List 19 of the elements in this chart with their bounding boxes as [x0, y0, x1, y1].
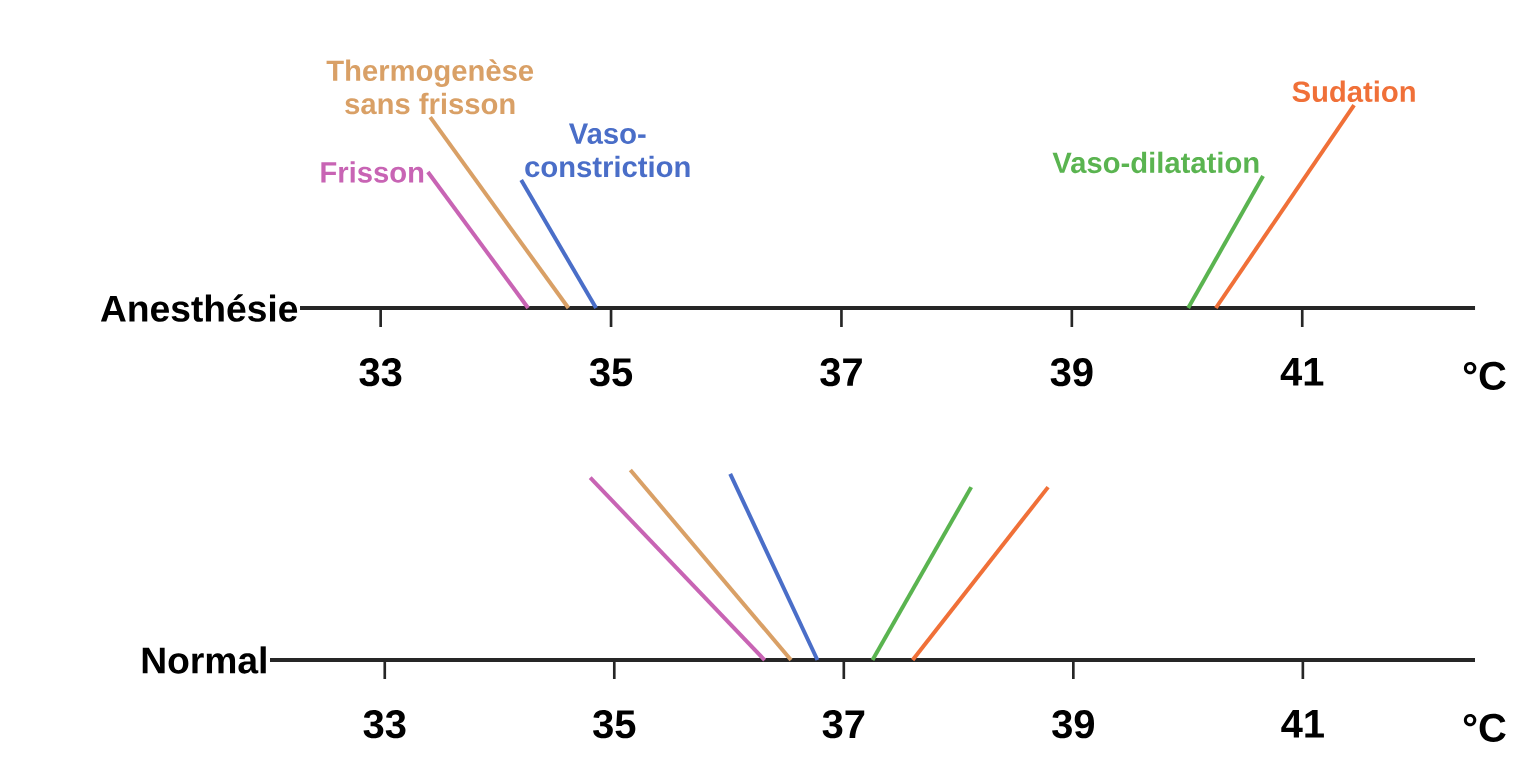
y-axis-title: Normal	[142, 646, 266, 674]
series-label: Sudation	[1292, 80, 1415, 103]
x-tick-label: 41	[1281, 710, 1324, 738]
y-axis-title: Anesthésie	[100, 294, 298, 322]
series-label: Vaso-dilatation	[1052, 151, 1259, 174]
x-tick-label: 33	[359, 358, 402, 387]
x-tick-label: 37	[820, 358, 862, 387]
series-label: Thermogenèse sans frisson	[326, 59, 534, 115]
x-axis-title: °C	[1463, 713, 1506, 743]
x-tick-label: 37	[822, 710, 865, 739]
series-label: Frisson	[321, 161, 424, 183]
x-axis-title: °C	[1463, 361, 1506, 391]
series-label: Vaso-constriction	[525, 123, 690, 178]
x-tick-label: 35	[593, 710, 636, 739]
x-tick-label: 35	[589, 358, 633, 387]
x-tick-label: 39	[1052, 710, 1095, 739]
x-tick-label: 41	[1280, 358, 1324, 386]
x-tick-label: 33	[363, 710, 406, 739]
x-tick-label: 39	[1050, 358, 1093, 387]
